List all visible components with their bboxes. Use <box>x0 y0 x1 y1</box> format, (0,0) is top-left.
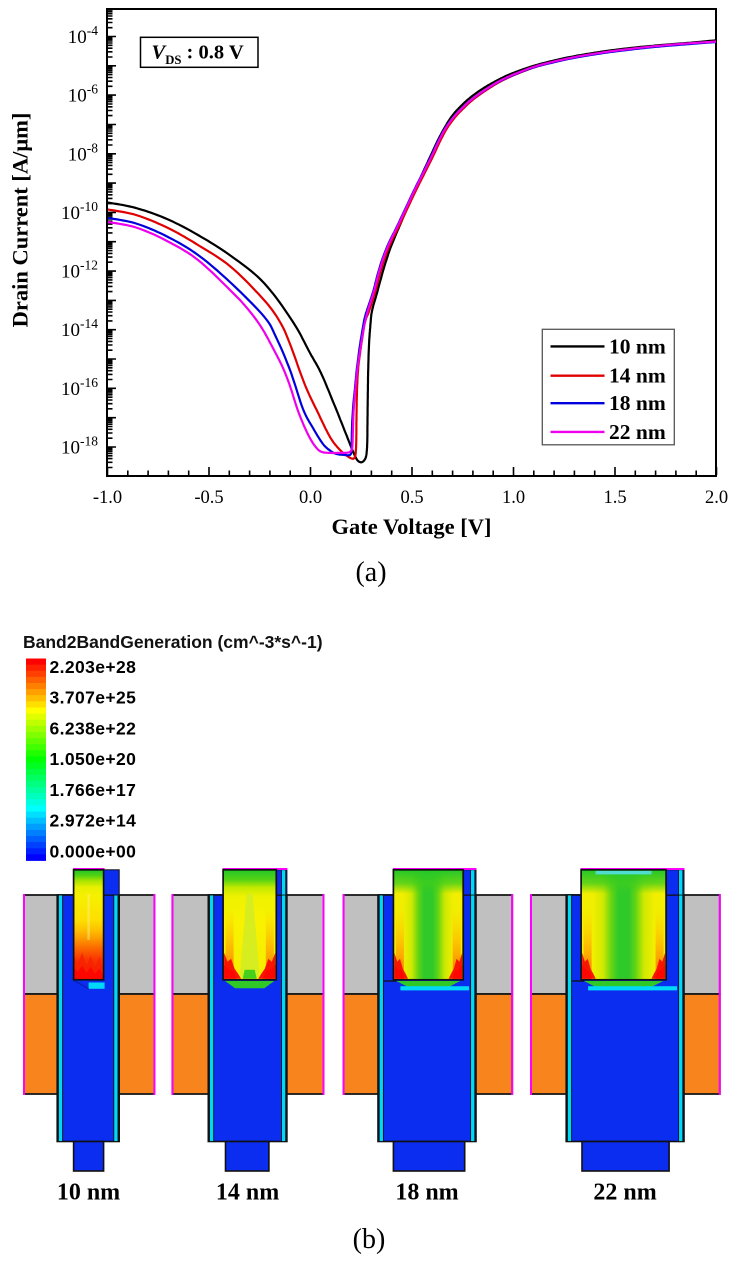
svg-text:22 nm: 22 nm <box>609 420 666 444</box>
svg-text:10-10: 10-10 <box>61 199 98 224</box>
svg-text:0.000e+00: 0.000e+00 <box>50 841 137 861</box>
svg-text:18 nm: 18 nm <box>395 1180 458 1206</box>
svg-text:2.0: 2.0 <box>705 488 728 508</box>
svg-text:3.707e+25: 3.707e+25 <box>50 688 137 708</box>
svg-text:1.050e+20: 1.050e+20 <box>50 749 137 769</box>
svg-text:Band2BandGeneration (cm^-3*s^-: Band2BandGeneration (cm^-3*s^-1) <box>23 632 323 652</box>
svg-text:0.5: 0.5 <box>400 488 423 508</box>
svg-text:1.5: 1.5 <box>603 488 626 508</box>
svg-text:6.238e+22: 6.238e+22 <box>50 718 137 738</box>
svg-text:10-18: 10-18 <box>61 434 98 459</box>
svg-text:Drain Current [A/μm]: Drain Current [A/μm] <box>8 113 33 328</box>
svg-text:10 nm: 10 nm <box>609 334 666 358</box>
svg-text:2.203e+28: 2.203e+28 <box>50 657 137 677</box>
svg-text:14 nm: 14 nm <box>216 1180 279 1206</box>
svg-text:1.0: 1.0 <box>502 488 525 508</box>
svg-text:2.972e+14: 2.972e+14 <box>50 811 137 831</box>
svg-text:(b): (b) <box>353 1224 386 1255</box>
svg-text:18 nm: 18 nm <box>609 391 666 415</box>
svg-text:VDS : 0.8 V: VDS : 0.8 V <box>152 42 244 67</box>
svg-text:14 nm: 14 nm <box>609 364 666 388</box>
svg-text:10-4: 10-4 <box>68 23 98 48</box>
svg-text:(a): (a) <box>355 557 386 588</box>
svg-text:Gate Voltage [V]: Gate Voltage [V] <box>332 514 492 539</box>
svg-text:0.0: 0.0 <box>299 488 322 508</box>
svg-text:10 nm: 10 nm <box>57 1180 120 1206</box>
svg-text:-0.5: -0.5 <box>194 488 223 508</box>
svg-text:-1.0: -1.0 <box>93 488 122 508</box>
svg-text:22 nm: 22 nm <box>593 1180 656 1206</box>
svg-text:1.766e+17: 1.766e+17 <box>50 780 137 800</box>
